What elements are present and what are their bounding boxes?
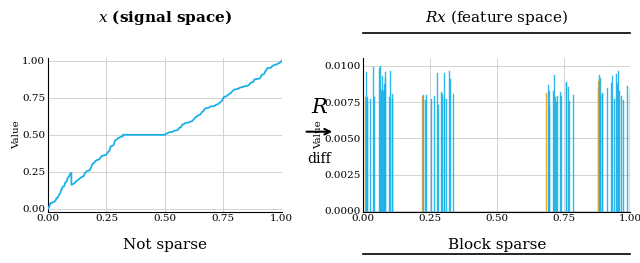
Text: Not sparse: Not sparse [123,239,207,252]
Text: diff: diff [307,152,332,166]
Y-axis label: Value: Value [12,120,20,149]
Text: Block sparse: Block sparse [447,239,546,252]
Text: $\mathbf{\mathit{Rx}}$ (feature space): $\mathbf{\mathit{Rx}}$ (feature space) [426,8,568,27]
Text: $\mathbf{\mathit{R}}$: $\mathbf{\mathit{R}}$ [311,98,328,117]
Text: $\mathit{x}$ (signal space): $\mathit{x}$ (signal space) [98,8,232,27]
Y-axis label: Value: Value [314,120,323,149]
